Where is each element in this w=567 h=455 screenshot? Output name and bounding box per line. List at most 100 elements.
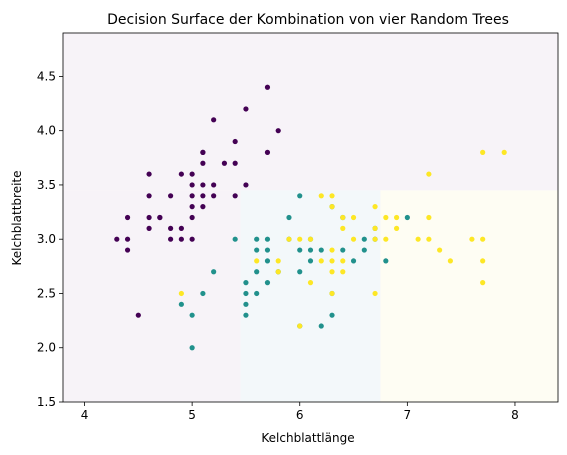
point-class-2 [426, 236, 432, 242]
point-class-2 [393, 225, 400, 231]
region-class-1 [240, 190, 381, 402]
point-class-1 [383, 258, 389, 264]
point-class-2 [329, 269, 335, 275]
point-class-2 [350, 236, 357, 242]
point-class-1 [243, 280, 249, 286]
region-class-2 [380, 190, 558, 402]
point-class-1 [178, 301, 184, 307]
point-class-2 [501, 149, 507, 155]
point-class-0 [232, 160, 238, 166]
point-class-0 [200, 204, 206, 210]
point-class-0 [275, 128, 281, 134]
point-class-2 [340, 225, 346, 231]
point-class-2 [383, 236, 389, 242]
y-tick-label: 4.5 [37, 69, 56, 83]
point-class-2 [307, 280, 314, 286]
point-class-2 [480, 280, 486, 286]
point-class-1 [297, 269, 303, 275]
x-axis-label: Kelchblattlänge [261, 431, 354, 445]
point-class-1 [243, 301, 249, 307]
point-class-2 [178, 290, 184, 297]
point-class-0 [157, 214, 163, 221]
point-class-0 [146, 225, 152, 231]
y-tick-label: 2.5 [37, 286, 56, 300]
point-class-0 [124, 214, 131, 221]
point-class-0 [232, 193, 238, 199]
point-class-2 [329, 290, 335, 297]
y-tick-label: 3.0 [37, 232, 56, 246]
point-class-1 [254, 247, 260, 253]
point-class-2 [372, 225, 378, 231]
point-class-0 [189, 236, 195, 242]
point-class-0 [168, 225, 174, 231]
point-class-1 [254, 269, 260, 275]
point-class-0 [124, 236, 131, 242]
point-class-2 [329, 247, 335, 253]
point-class-0 [200, 182, 206, 188]
point-class-1 [350, 258, 357, 264]
point-class-2 [275, 258, 281, 264]
point-class-0 [200, 149, 206, 155]
x-tick-label: 8 [511, 408, 519, 422]
point-class-2 [329, 258, 335, 264]
point-class-2 [350, 214, 357, 221]
point-class-0 [232, 138, 238, 145]
point-class-1 [361, 236, 367, 242]
point-class-1 [307, 258, 314, 264]
point-class-1 [297, 247, 303, 253]
point-class-2 [340, 269, 346, 275]
point-class-1 [189, 312, 195, 318]
point-class-0 [200, 193, 206, 199]
point-class-1 [297, 193, 303, 199]
decision-regions [63, 33, 558, 402]
y-axis-label: Kelchblattbreite [10, 171, 24, 266]
point-class-0 [168, 236, 174, 242]
point-class-2 [329, 193, 335, 199]
point-class-1 [200, 290, 206, 297]
y-axis-ticks: 1.5 2.0 2.5 3.0 3.5 4.0 4.5 [37, 69, 63, 409]
data-points [114, 84, 507, 351]
point-class-2 [480, 236, 486, 242]
point-class-2 [297, 236, 303, 242]
point-class-1 [264, 236, 271, 242]
point-class-0 [114, 236, 120, 242]
point-class-1 [254, 236, 260, 242]
point-class-1 [404, 214, 410, 221]
x-axis-ticks: 4 5 6 7 8 [81, 402, 519, 422]
y-tick-label: 3.5 [37, 178, 56, 192]
x-tick-label: 5 [188, 408, 196, 422]
point-class-2 [372, 290, 378, 297]
point-class-1 [361, 247, 367, 253]
point-class-2 [286, 236, 292, 242]
point-class-0 [211, 117, 217, 123]
point-class-2 [318, 193, 324, 199]
y-tick-label: 4.0 [37, 124, 56, 138]
point-class-0 [243, 106, 249, 112]
region-class-0 [63, 33, 558, 191]
point-class-2 [426, 214, 432, 221]
point-class-0 [200, 160, 206, 166]
point-class-1 [318, 323, 324, 329]
point-class-2 [254, 258, 260, 264]
point-class-1 [318, 247, 324, 253]
point-class-1 [254, 290, 260, 297]
point-class-1 [211, 269, 217, 275]
y-tick-label: 2.0 [37, 341, 56, 355]
point-class-2 [307, 236, 314, 242]
point-class-2 [340, 258, 346, 264]
point-class-1 [329, 312, 335, 318]
point-class-0 [264, 84, 271, 90]
point-class-0 [146, 214, 152, 221]
point-class-0 [135, 312, 141, 318]
point-class-1 [307, 247, 314, 253]
chart-title: Decision Surface der Kombination von vie… [107, 12, 509, 28]
point-class-2 [437, 247, 443, 253]
point-class-2 [297, 323, 303, 329]
point-class-1 [243, 290, 249, 297]
point-class-0 [189, 182, 195, 188]
point-class-1 [264, 280, 271, 286]
point-class-2 [415, 236, 421, 242]
point-class-1 [286, 214, 292, 221]
point-class-0 [189, 193, 195, 199]
